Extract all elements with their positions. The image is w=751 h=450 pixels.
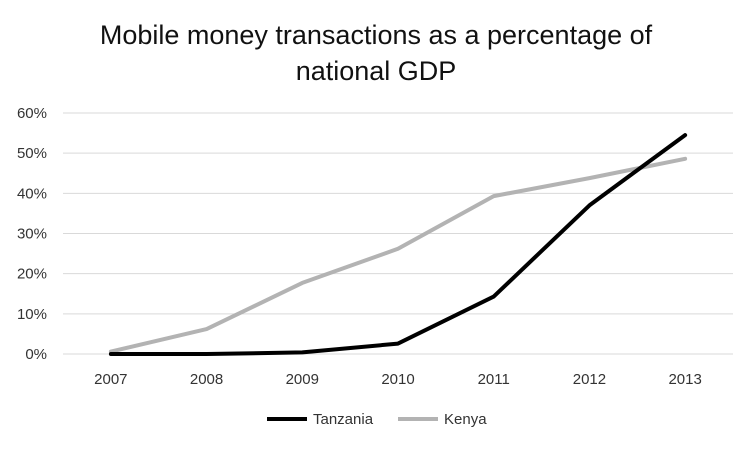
gridlines [63,112,733,355]
x-tick-label: 2012 [573,371,606,388]
x-tick-label: 2011 [478,371,510,388]
x-tick-label: 2010 [381,371,414,388]
y-tick-label: 10% [17,306,47,323]
y-axis-tick-labels: 0% 10% 20% 30% 40% 50% 60% [17,105,47,363]
x-tick-label: 2009 [286,371,319,388]
x-tick-label: 2008 [190,371,223,388]
x-tick-label: 2007 [94,371,127,388]
y-tick-label: 40% [17,185,47,202]
legend-label-tanzania: Tanzania [313,411,374,428]
y-tick-label: 60% [17,105,47,122]
legend: Tanzania Kenya [267,411,487,428]
x-tick-label: 2013 [668,371,701,388]
chart-title-line-2: national GDP [296,56,457,86]
x-axis-tick-labels: 2007 2008 2009 2010 2011 2012 2013 [94,371,702,388]
chart-title-line-1: Mobile money transactions as a percentag… [100,20,653,50]
series-lines [108,133,688,356]
series-line-kenya [108,156,688,354]
y-tick-label: 50% [17,145,47,162]
legend-label-kenya: Kenya [444,411,487,428]
y-tick-label: 20% [17,266,47,283]
y-tick-label: 30% [17,226,47,243]
y-tick-label: 0% [25,346,47,363]
series-line-tanzania [108,133,688,356]
